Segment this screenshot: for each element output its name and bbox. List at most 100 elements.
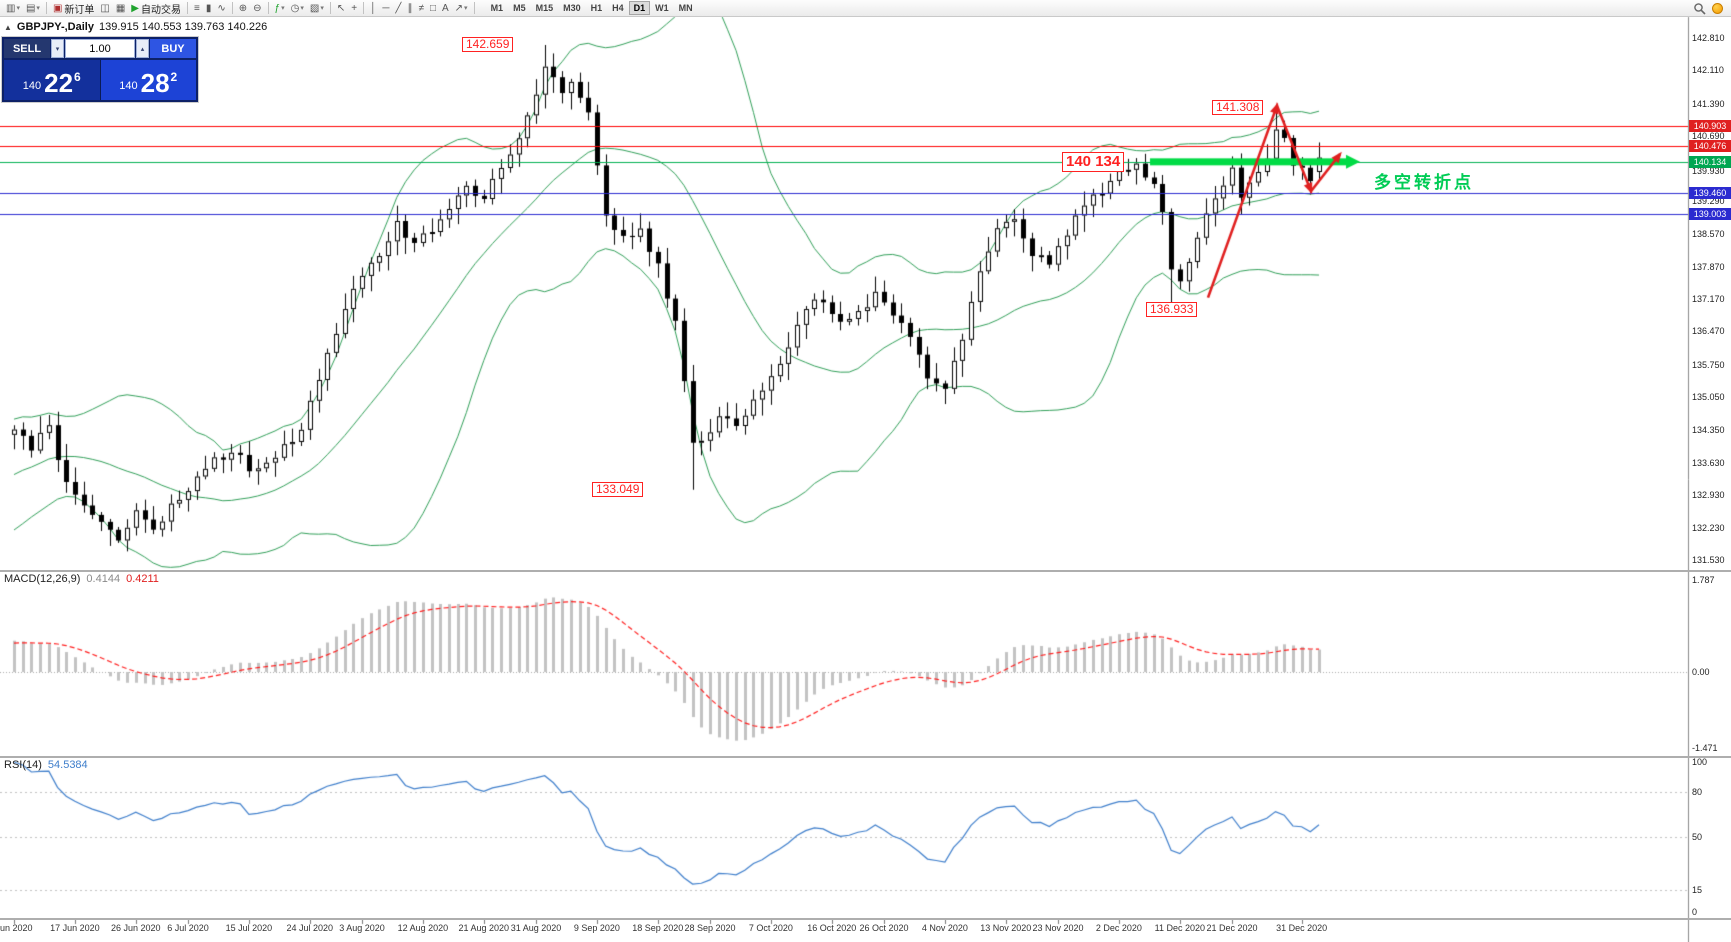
volume-decrease-button[interactable]: ▾: [51, 39, 64, 58]
macd-axis-label: 0.00: [1692, 667, 1710, 677]
buy-price-display[interactable]: 140 28 2: [100, 60, 196, 100]
note-text[interactable]: 多空转折点: [1374, 173, 1474, 192]
zoom-in-button[interactable]: ⊕: [236, 1, 250, 16]
buy-button[interactable]: BUY: [150, 39, 196, 58]
volume-increase-button[interactable]: ▴: [136, 39, 149, 58]
toolbar-right: [1693, 2, 1728, 15]
sell-price-display[interactable]: 140 22 6: [4, 60, 101, 100]
time-axis[interactable]: Jun 2020 17 Jun 2020 26 Jun 2020 6 Jul 2020…: [0, 921, 1688, 942]
price-axis-label: 134.350: [1692, 424, 1725, 435]
cursor-icon: ↖: [336, 2, 346, 14]
price-callout[interactable]: 142.659: [462, 37, 514, 53]
data-window-button[interactable]: ▦: [113, 1, 128, 16]
macd-signal-value: 0.4211: [126, 573, 159, 585]
sell-button[interactable]: SELL: [4, 39, 50, 58]
macd-axis-label: 1.787: [1692, 574, 1715, 585]
time-axis-label: Jun 2020: [0, 923, 33, 933]
search-icon[interactable]: [1693, 2, 1706, 15]
equidistant-channel-button[interactable]: ∥: [404, 1, 415, 16]
auto-trading-button[interactable]: ▶ 自动交易: [128, 1, 184, 16]
shapes-button[interactable]: □: [427, 1, 439, 16]
time-axis-label: 21 Dec 2020: [1206, 923, 1258, 933]
toolbar-separator: [363, 2, 365, 14]
horizontal-line-icon: ─: [382, 2, 390, 14]
arrows-button[interactable]: ↗ ▾: [452, 1, 471, 16]
timeframe-w1-button[interactable]: W1: [655, 3, 669, 13]
periods-button[interactable]: ◷ ▾: [288, 1, 307, 16]
timeframe-d1-button[interactable]: D1: [628, 1, 651, 15]
time-axis-label: 2 Dec 2020: [1095, 923, 1142, 933]
timeframe-m30-button[interactable]: M30: [563, 3, 581, 13]
price-axis-label: 131.530: [1692, 555, 1725, 566]
new-order-label: 新订单: [64, 4, 95, 16]
price-axis-label: 141.390: [1692, 98, 1725, 109]
timeframe-m5-button[interactable]: M5: [513, 3, 526, 13]
time-axis-label: 31 Aug 2020: [510, 923, 562, 933]
bars-mode-icon: ≡: [194, 2, 200, 14]
trendline-button[interactable]: ╱: [392, 1, 404, 16]
price-tag: 140.903: [1689, 120, 1731, 133]
dropdown-caret-icon: ▾: [320, 5, 324, 12]
timeframe-m1-button[interactable]: M1: [490, 3, 504, 13]
fibonacci-button[interactable]: ≠: [415, 1, 427, 16]
rsi-title-text: RSI(14): [4, 759, 42, 771]
collapse-quote-panel-icon[interactable]: ▲: [4, 22, 12, 32]
timeframe-h1-button[interactable]: H1: [590, 3, 603, 13]
price-callout[interactable]: 140 134: [1062, 151, 1125, 172]
horizontal-line-button[interactable]: ─: [379, 1, 392, 16]
templates-button[interactable]: ▧ ▾: [307, 1, 327, 16]
timeframe-h4-button[interactable]: H4: [612, 3, 624, 13]
bars-mode-button[interactable]: ≡: [191, 1, 203, 16]
price-axis-label: 137.870: [1692, 261, 1725, 272]
time-axis-label: 26 Oct 2020: [859, 923, 909, 933]
rsi-axis-label: 0: [1692, 907, 1698, 917]
toolbar-separator: [329, 2, 331, 14]
zoom-out-button[interactable]: ⊖: [250, 1, 264, 16]
price-tag: 140.134: [1689, 155, 1731, 168]
sell-price-pip: 6: [74, 70, 81, 84]
timeframe-mn-button[interactable]: MN: [678, 3, 693, 13]
time-axis-label: 28 Sep 2020: [684, 923, 736, 933]
buy-price-prefix: 140: [119, 80, 138, 92]
time-axis-label: 13 Nov 2020: [980, 923, 1032, 933]
text-label-icon: A: [441, 2, 449, 14]
time-axis-label: 18 Sep 2020: [632, 923, 684, 933]
panel-separator[interactable]: [0, 918, 1731, 920]
profiles-button[interactable]: ▤ ▾: [23, 1, 43, 16]
time-axis-label: 23 Nov 2020: [1032, 923, 1084, 933]
trendline-icon: ╱: [395, 2, 402, 14]
price-axis-label: 138.570: [1692, 229, 1725, 240]
candles-mode-button[interactable]: ▮: [203, 1, 215, 16]
price-callout[interactable]: 133.049: [592, 482, 644, 498]
dropdown-caret-icon: ▾: [464, 5, 468, 12]
crosshair-button[interactable]: +: [348, 1, 360, 16]
indicators-button[interactable]: ƒ ▾: [272, 1, 288, 16]
price-axis-label: 139.290: [1692, 195, 1725, 206]
cursor-button[interactable]: ↖: [334, 1, 348, 16]
text-label-button[interactable]: A: [439, 1, 452, 16]
volume-input[interactable]: [65, 39, 135, 58]
new-chart-button[interactable]: ▥ ▾: [3, 1, 23, 16]
panel-separator[interactable]: [0, 570, 1731, 572]
line-mode-button[interactable]: ∿: [214, 1, 228, 16]
price-callout[interactable]: 136.933: [1146, 302, 1198, 318]
rsi-axis-label: 100: [1692, 757, 1708, 767]
toolbar-buttons: ▥ ▾ ▤ ▾ ▣ 新订单 ◫ ▦ ▶ 自动交易 ≡ ▮ ∿ ⊕ ⊖ ƒ ▾ ◷ ▾ ▧ ▾ ↖ + │ ─ ╱ ∥ ≠ □ A ↗ ▾: [3, 0, 478, 16]
notification-icon[interactable]: [1712, 2, 1723, 14]
rsi-value: 54.5384: [47, 759, 88, 771]
price-axis-label: 136.470: [1692, 326, 1725, 337]
price-axis[interactable]: 142.810 142.110 141.390 140.690 139.930 139.2…: [1689, 0, 1731, 942]
vertical-line-button[interactable]: │: [367, 1, 379, 16]
dropdown-caret-icon: ▾: [281, 5, 285, 12]
timeframe-m15-button[interactable]: M15: [535, 3, 554, 13]
panel-separator[interactable]: [0, 756, 1731, 758]
price-tag: 140.476: [1689, 140, 1731, 153]
new-order-button[interactable]: ▣ 新订单: [50, 1, 97, 16]
zoom-in-icon: ⊕: [238, 2, 248, 14]
auto-trading-icon: ▶: [131, 2, 139, 14]
auto-trading-label: 自动交易: [141, 4, 181, 16]
time-axis-label: 9 Sep 2020: [573, 923, 620, 933]
price-callout[interactable]: 141.308: [1212, 100, 1264, 115]
chart-windows-button[interactable]: ◫: [97, 1, 112, 16]
